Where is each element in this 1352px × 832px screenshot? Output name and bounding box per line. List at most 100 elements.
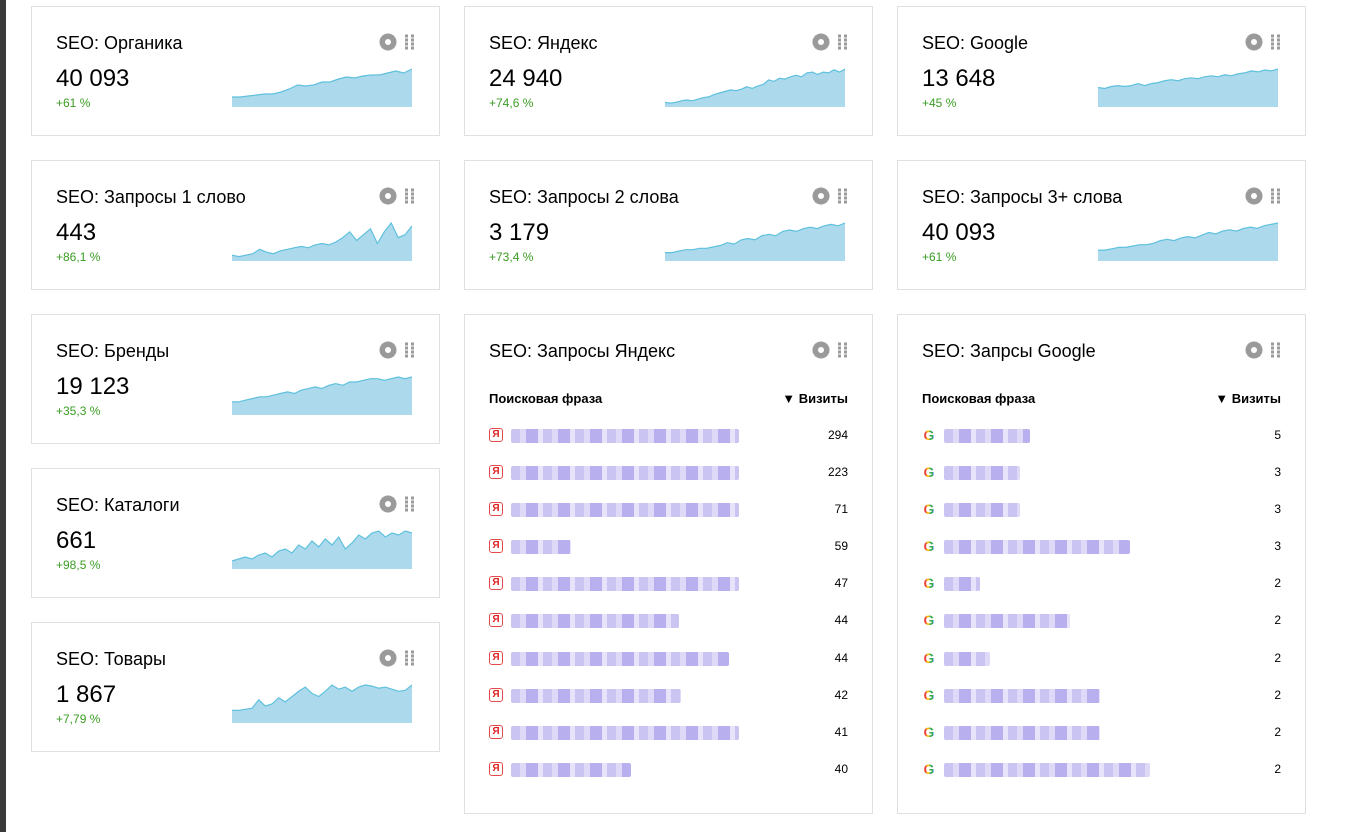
gear-icon[interactable]	[812, 341, 830, 359]
metric-delta: +7,79 %	[56, 712, 101, 726]
gear-icon[interactable]	[379, 495, 397, 513]
sparkline-area	[232, 69, 412, 107]
drag-handle-icon[interactable]	[838, 342, 848, 358]
metric-delta: +74,6 %	[489, 96, 534, 110]
column-header-phrase[interactable]: Поисковая фраза	[489, 391, 603, 406]
gear-icon[interactable]	[812, 187, 830, 205]
redacted-search-phrase[interactable]	[511, 725, 739, 740]
yandex-logo-icon: Я	[489, 502, 503, 517]
gear-icon[interactable]	[812, 33, 830, 51]
table-row[interactable]: Я 40	[489, 760, 848, 797]
widget-title: SEO: Яндекс	[489, 33, 598, 53]
drag-handle-icon[interactable]	[405, 34, 415, 50]
drag-handle-icon[interactable]	[1271, 188, 1281, 204]
redacted-search-phrase[interactable]	[944, 577, 980, 592]
redacted-search-phrase[interactable]	[511, 688, 681, 703]
column-header-visits[interactable]: ▼ Визиты	[1215, 391, 1281, 406]
redacted-search-phrase[interactable]	[511, 466, 739, 481]
gear-icon[interactable]	[379, 341, 397, 359]
redacted-search-phrase[interactable]	[944, 725, 1100, 740]
metric-value: 13 648	[922, 65, 996, 92]
yandex-logo-icon: Я	[489, 761, 503, 776]
table-row[interactable]: Я 223	[489, 463, 848, 500]
redacted-search-phrase[interactable]	[511, 762, 631, 777]
redacted-search-phrase[interactable]	[511, 429, 739, 443]
google-logo-icon: G	[923, 427, 935, 443]
table-row[interactable]: Я 294	[489, 426, 848, 463]
metric-value: 19 123	[56, 373, 130, 400]
table-row[interactable]: Я 47	[489, 574, 848, 611]
yandex-logo-icon: Я	[489, 539, 503, 554]
table-row[interactable]: Я 42	[489, 686, 848, 723]
redacted-search-phrase[interactable]	[944, 429, 1030, 443]
metric-delta: +73,4 %	[489, 250, 534, 264]
sparkline-chart	[232, 684, 412, 723]
gear-icon[interactable]	[1245, 33, 1263, 51]
table-row[interactable]: Я 59	[489, 537, 848, 574]
redacted-search-phrase[interactable]	[511, 577, 739, 592]
redacted-search-phrase[interactable]	[511, 651, 729, 666]
metric-delta: +61 %	[922, 250, 957, 264]
redacted-search-phrase[interactable]	[944, 651, 990, 666]
visits-count: 3	[1274, 502, 1281, 517]
gear-icon[interactable]	[1245, 187, 1263, 205]
column-header-visits[interactable]: ▼ Визиты	[782, 391, 848, 406]
drag-handle-icon[interactable]	[838, 34, 848, 50]
gear-icon[interactable]	[379, 33, 397, 51]
widget-title: SEO: Google	[922, 33, 1029, 53]
redacted-search-phrase[interactable]	[511, 540, 571, 555]
widget-title: SEO: Запрсы Google	[922, 341, 1096, 361]
drag-handle-icon[interactable]	[1271, 34, 1281, 50]
sparkline-area	[1098, 223, 1278, 261]
gear-icon[interactable]	[379, 649, 397, 667]
redacted-search-phrase[interactable]	[511, 503, 739, 518]
redacted-search-phrase[interactable]	[944, 688, 1100, 703]
column-header-phrase[interactable]: Поисковая фраза	[922, 391, 1036, 406]
yandex-logo-icon: Я	[489, 576, 503, 591]
drag-handle-icon[interactable]	[405, 496, 415, 512]
table-row[interactable]: Я 41	[489, 723, 848, 760]
widget-seo-yandex: SEO: Яндекс 24 940 +74,6 %	[464, 6, 873, 136]
redacted-search-phrase[interactable]	[944, 503, 1020, 518]
redacted-search-phrase[interactable]	[944, 762, 1150, 777]
sparkline-chart	[232, 221, 412, 261]
table-row[interactable]: Я 44	[489, 649, 848, 686]
redacted-search-phrase[interactable]	[944, 614, 1070, 629]
table-row[interactable]: Я 44	[489, 611, 848, 648]
yandex-logo-icon: Я	[489, 613, 503, 628]
redacted-search-phrase[interactable]	[944, 466, 1020, 481]
sparkline-chart	[232, 530, 412, 569]
visits-count: 59	[834, 539, 848, 554]
gear-icon[interactable]	[1245, 341, 1263, 359]
drag-handle-icon[interactable]	[1271, 342, 1281, 358]
redacted-search-phrase[interactable]	[511, 614, 679, 629]
drag-handle-icon[interactable]	[405, 188, 415, 204]
sparkline-area	[665, 69, 845, 107]
visits-count: 2	[1274, 687, 1281, 702]
visits-count: 3	[1274, 465, 1281, 480]
sparkline-chart	[1098, 68, 1278, 107]
drag-handle-icon[interactable]	[405, 342, 415, 358]
left-edge-strip	[0, 0, 6, 832]
yandex-logo-icon: Я	[489, 650, 503, 665]
visits-count: 47	[834, 576, 848, 591]
gear-icon[interactable]	[379, 187, 397, 205]
google-logo-icon: G	[923, 723, 935, 740]
table-row[interactable]: Я 71	[489, 500, 848, 537]
drag-handle-icon[interactable]	[405, 650, 415, 666]
google-logo-icon: G	[923, 649, 935, 666]
drag-handle-icon[interactable]	[838, 188, 848, 204]
metric-delta: +61 %	[56, 96, 91, 110]
redacted-search-phrase[interactable]	[944, 540, 1130, 555]
widget-seo-organic: SEO: Органика 40 093 +61 %	[31, 6, 440, 136]
